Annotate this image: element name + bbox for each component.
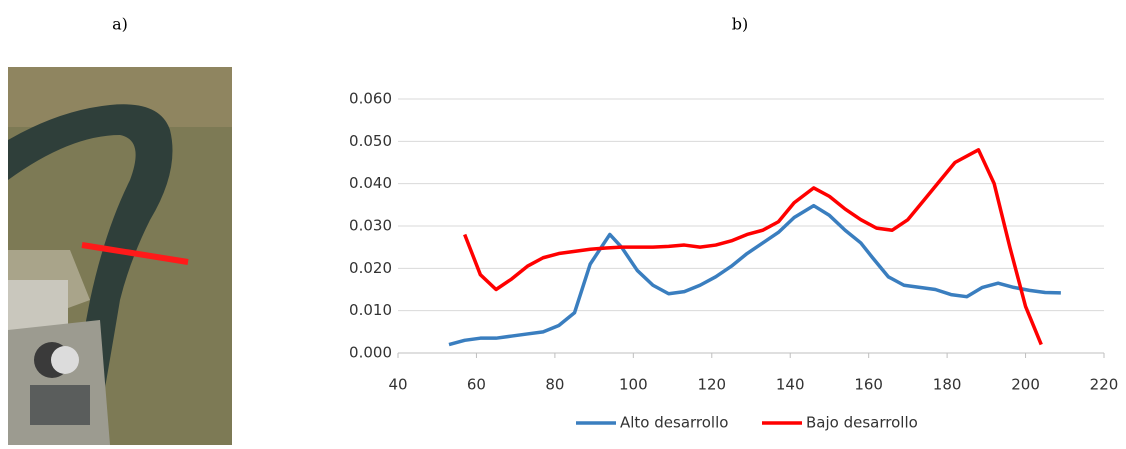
x-tick-label: 140 bbox=[776, 376, 805, 394]
line-series bbox=[449, 206, 1061, 345]
x-tick-label: 80 bbox=[545, 376, 564, 394]
panel-label: b) bbox=[732, 15, 748, 34]
legend-label: Bajo desarrollo bbox=[806, 414, 918, 432]
y-tick-label: 0.030 bbox=[349, 217, 392, 235]
chart: 0.000 0.010 0.020 0.030 0.040 0.050 0.060 40 60 8… bbox=[349, 90, 1118, 432]
y-tick-label: 0.060 bbox=[349, 90, 392, 108]
x-tick-label: 120 bbox=[697, 376, 726, 394]
x-tick-label: 200 bbox=[1011, 376, 1040, 394]
figure: a) b) 0.000 0.010 0.020 0.030 0.040 0.050 0.06… bbox=[0, 0, 1126, 445]
satellite-image bbox=[8, 67, 232, 445]
x-tick-label: 180 bbox=[933, 376, 962, 394]
line-series bbox=[465, 150, 1042, 345]
y-tick-label: 0.050 bbox=[349, 132, 392, 150]
x-tick-label: 220 bbox=[1090, 376, 1119, 394]
legend-label: Alto desarrollo bbox=[620, 414, 728, 432]
panel-label: a) bbox=[112, 15, 128, 34]
y-tick-label: 0.010 bbox=[349, 301, 392, 319]
x-tick-label: 100 bbox=[619, 376, 648, 394]
x-tick-label: 40 bbox=[388, 376, 407, 394]
x-tick-label: 60 bbox=[467, 376, 486, 394]
y-tick-label: 0.040 bbox=[349, 174, 392, 192]
x-tick-label: 160 bbox=[854, 376, 883, 394]
y-tick-label: 0.020 bbox=[349, 259, 392, 277]
y-tick-label: 0.000 bbox=[349, 344, 392, 362]
